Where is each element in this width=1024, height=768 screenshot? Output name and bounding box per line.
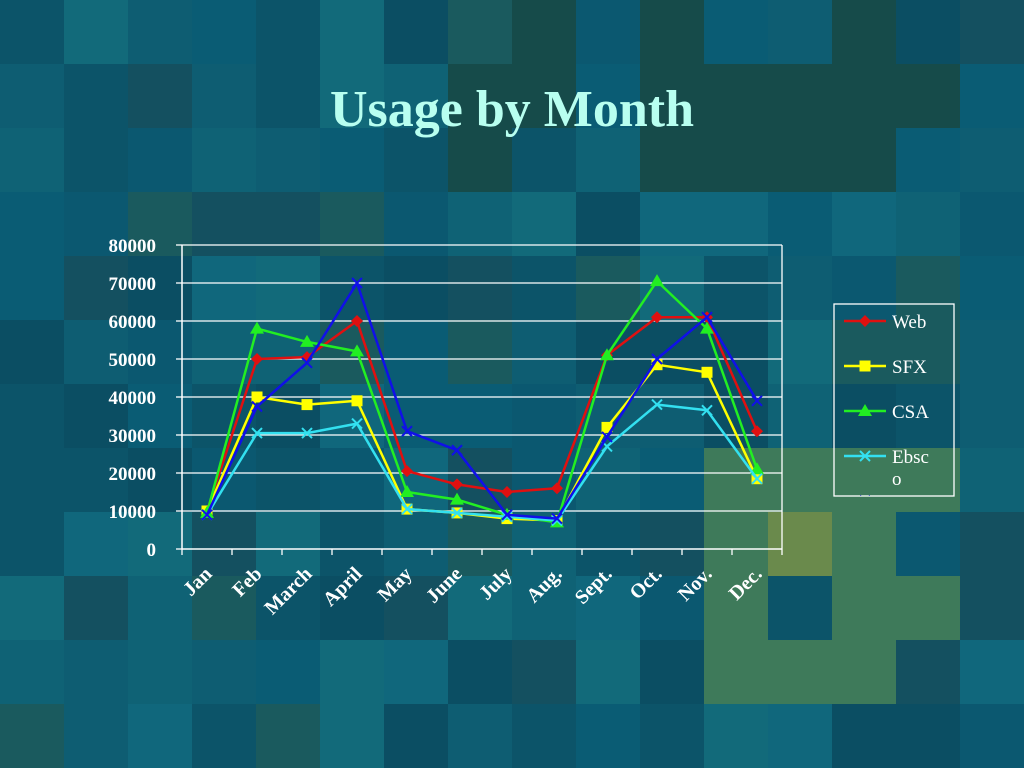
legend-marker-isi	[860, 495, 870, 496]
data-point-isi	[351, 277, 363, 289]
data-point-csa	[750, 462, 764, 475]
y-tick-label: 40000	[109, 388, 157, 409]
data-point-sfx	[301, 399, 313, 411]
data-point-isi	[551, 512, 563, 525]
data-point-csa	[250, 321, 264, 334]
slide-title: Usage by Month	[329, 81, 695, 138]
y-tick-label: 30000	[109, 426, 157, 447]
x-tick-label: April	[319, 563, 367, 611]
data-point-ebsco	[751, 472, 763, 485]
data-point-isi	[451, 444, 463, 456]
data-point-isi	[601, 431, 613, 443]
series-line-isi	[205, 281, 759, 520]
x-tick-label: Aug.	[522, 563, 566, 607]
series-isi	[201, 277, 763, 525]
data-point-csa	[400, 485, 414, 497]
data-point-web	[451, 478, 463, 491]
data-point-isi	[401, 425, 413, 437]
data-point-ebsco	[501, 510, 513, 523]
y-tick-label: 0	[147, 540, 157, 561]
x-tick-label: Nov.	[674, 563, 717, 606]
series-line-sfx	[205, 363, 759, 522]
data-point-web	[551, 482, 563, 495]
legend-marker-ebsco	[859, 450, 871, 462]
y-tick-label: 80000	[109, 236, 157, 257]
series-line-csa	[205, 279, 759, 524]
data-point-ebsco	[401, 503, 413, 515]
data-point-sfx	[651, 359, 663, 371]
data-point-csa	[350, 344, 364, 357]
data-point-isi	[251, 400, 263, 413]
y-tick-label: 10000	[109, 502, 157, 523]
series-ebsco	[201, 398, 763, 527]
data-point-isi	[701, 311, 713, 323]
data-point-ebsco	[301, 427, 313, 439]
data-point-isi	[501, 509, 513, 521]
x-tick-label: Dec.	[725, 563, 767, 605]
data-point-csa	[450, 492, 464, 505]
data-point-csa	[650, 274, 664, 287]
data-point-web	[651, 311, 663, 324]
data-point-csa	[700, 321, 714, 334]
data-point-csa	[300, 334, 314, 347]
legend-label-ebsco: Ebsc o	[892, 447, 929, 490]
series-sfx	[201, 359, 763, 526]
series-csa	[200, 274, 764, 528]
data-point-ebsco	[651, 398, 663, 411]
x-tick-label: Sept.	[571, 563, 617, 609]
data-point-ebsco	[351, 417, 363, 430]
x-tick-label: Feb	[228, 563, 266, 601]
x-tick-label: July	[475, 563, 516, 604]
data-point-web	[751, 425, 763, 438]
x-tick-label: Oct.	[625, 563, 666, 604]
y-tick-label: 50000	[109, 350, 157, 371]
series-line-ebsco	[205, 403, 759, 522]
y-tick-label: 70000	[109, 274, 157, 295]
legend-label-sfx: SFX	[892, 357, 927, 378]
y-tick-label: 60000	[109, 312, 157, 333]
x-tick-label: Jan	[179, 563, 217, 601]
y-tick-label: 20000	[109, 464, 157, 485]
data-point-ebsco	[701, 404, 713, 417]
data-point-isi	[651, 353, 663, 365]
legend-label-csa: CSA	[892, 402, 929, 423]
series-line-web	[205, 315, 759, 512]
legend-marker-csa	[858, 404, 872, 416]
data-point-web	[351, 315, 363, 327]
data-point-ebsco	[251, 427, 263, 439]
data-point-isi	[301, 357, 313, 369]
legend-box	[833, 303, 955, 497]
data-point-sfx	[351, 395, 363, 407]
data-point-isi	[751, 395, 763, 407]
data-point-sfx	[601, 421, 613, 433]
legend-marker-web	[859, 315, 871, 327]
data-point-sfx	[251, 391, 263, 403]
data-point-web	[251, 353, 263, 365]
data-point-isi	[201, 509, 213, 521]
data-point-sfx	[701, 366, 713, 378]
legend-label-web: Web	[892, 312, 926, 333]
x-tick-label: June	[422, 563, 467, 608]
x-tick-label: March	[260, 563, 316, 619]
data-point-web	[501, 486, 513, 498]
data-point-csa	[600, 348, 614, 361]
data-point-ebsco	[451, 507, 463, 519]
x-tick-label: May	[373, 563, 416, 606]
legend-label-isi: ISI	[892, 492, 915, 513]
legend-marker-sfx	[859, 360, 871, 372]
data-point-web	[401, 465, 413, 478]
